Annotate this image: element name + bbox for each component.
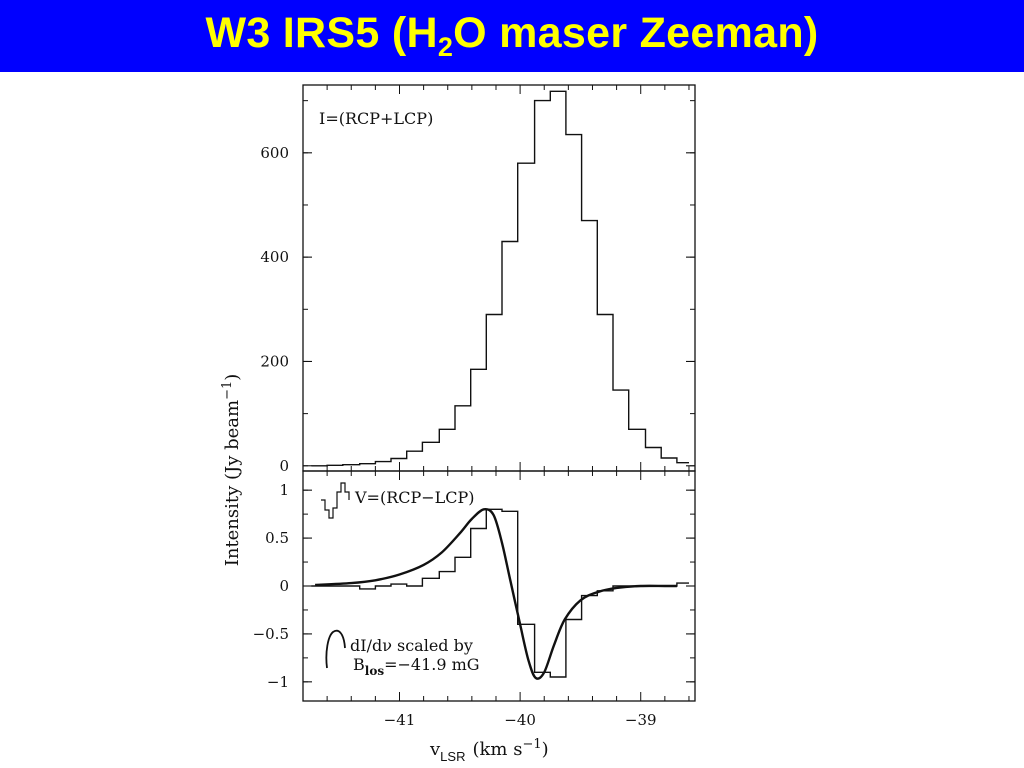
y-axis-label: Intensity (Jy beam−1) xyxy=(220,374,243,567)
bottom-step-series xyxy=(311,508,689,678)
xtick-label: −39 xyxy=(625,711,657,729)
xlabel-units: (km s xyxy=(472,739,522,760)
los-subscript: los xyxy=(365,664,385,678)
ylabel-close: ) xyxy=(222,374,243,381)
top-y-ticks: 0 200 400 600 xyxy=(260,85,695,475)
b-symbol: B xyxy=(353,655,365,674)
top-annotation: I=(RCP+LCP) xyxy=(319,109,433,128)
top-ytick-label: 200 xyxy=(260,352,289,370)
step-legend-glyph xyxy=(321,482,350,519)
bottom-y-ticks: −1 −0.5 0 0.5 1 xyxy=(253,471,695,701)
stokes-v-series xyxy=(311,507,689,680)
curve-legend-line1: dI/dν scaled by xyxy=(350,636,473,655)
xtick-label: −40 xyxy=(504,711,536,729)
xlabel-close: ) xyxy=(542,739,549,760)
bottom-ytick-label: 0.5 xyxy=(265,529,289,547)
v-annotation: V=(RCP−LCP) xyxy=(354,488,475,507)
title-prefix: W3 IRS5 (H xyxy=(205,9,438,57)
title-suffix: O maser Zeeman) xyxy=(453,9,819,57)
bottom-ytick-label: −1 xyxy=(267,673,289,691)
slide-title: W3 IRS5 (H2O maser Zeeman) xyxy=(205,9,818,63)
title-subscript: 2 xyxy=(437,32,454,62)
ylabel-exp: −1 xyxy=(220,381,235,400)
stokes-v-panel: −1 −0.5 0 0.5 1 −41 −40 −39 V=(RCP−LCP) dI/dν … xyxy=(253,470,696,729)
bottom-ytick-label: −0.5 xyxy=(253,625,289,643)
stokes-i-panel: 0 200 400 600 I=(RCP+LCP) xyxy=(260,84,696,475)
stokes-i-series xyxy=(311,90,689,467)
top-panel-frame xyxy=(302,84,696,472)
top-step-series xyxy=(311,90,689,467)
title-bar: W3 IRS5 (H2O maser Zeeman) xyxy=(0,0,1024,72)
bottom-ytick-label: 1 xyxy=(279,481,289,499)
xlabel-sub: LSR xyxy=(440,749,465,764)
xlabel-exp: −1 xyxy=(522,737,541,752)
x-ticks: −41 −40 −39 xyxy=(384,711,657,729)
xlabel-v: v xyxy=(429,739,441,760)
top-ytick-label: 0 xyxy=(279,457,289,475)
top-ytick-label: 600 xyxy=(260,144,289,162)
ylabel-main: Intensity (Jy beam xyxy=(222,400,243,566)
bottom-ytick-label: 0 xyxy=(279,577,289,595)
curve-legend-line2: Blos=−41.9 mG xyxy=(353,655,480,678)
x-axis-label: vLSR (km s−1) xyxy=(429,737,549,764)
bottom-model-curve xyxy=(315,507,677,680)
curve-legend-glyph xyxy=(325,629,346,669)
b-los-value: =−41.9 mG xyxy=(384,655,479,674)
top-ytick-label: 400 xyxy=(260,248,289,266)
xtick-label: −41 xyxy=(384,711,416,729)
